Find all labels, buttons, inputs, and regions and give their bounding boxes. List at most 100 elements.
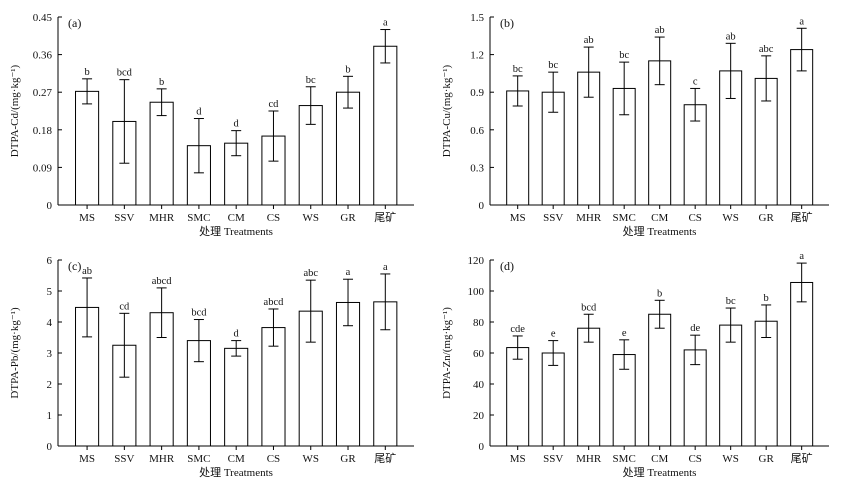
- significance-label: d: [196, 107, 202, 118]
- significance-label: b: [84, 67, 89, 78]
- category-label: SSV: [114, 453, 134, 465]
- category-label: MHR: [576, 453, 602, 465]
- bar: [790, 49, 814, 206]
- category-label: CM: [228, 453, 245, 465]
- significance-label: cd: [269, 99, 280, 110]
- y-tick-label: 0.45: [33, 12, 53, 24]
- significance-label: e: [622, 328, 627, 339]
- category-label: CM: [651, 453, 668, 465]
- significance-label: bcd: [191, 308, 207, 319]
- y-tick-label: 0: [47, 441, 53, 453]
- significance-label: b: [345, 64, 350, 75]
- chart-panel-2: 0 0.3 0.6 0.9 1.2 1.5 DTPA-Cu/(mg·kg⁻¹) (b) bc MS…: [441, 12, 829, 238]
- y-tick-label: 120: [468, 255, 485, 267]
- bar: [335, 91, 361, 206]
- x-axis-title: 处理 Treatments: [199, 466, 273, 479]
- y-tick-label: 2: [47, 379, 53, 391]
- y-axis-title: DTPA-Pb/(mg·kg⁻¹): [9, 307, 21, 399]
- bar: [224, 347, 249, 447]
- category-label: MS: [79, 212, 95, 224]
- significance-label: ab: [82, 266, 92, 277]
- y-tick-label: 6: [47, 255, 53, 267]
- bar: [506, 347, 530, 447]
- x-axis-title: 处理 Treatments: [623, 466, 697, 479]
- y-tick-label: 80: [473, 317, 485, 329]
- category-label: GR: [340, 453, 356, 465]
- y-tick-label: 0.36: [33, 50, 53, 62]
- bar: [373, 45, 398, 206]
- significance-label: abcd: [152, 276, 173, 287]
- significance-label: d: [234, 119, 240, 130]
- y-tick-label: 0: [479, 200, 485, 212]
- category-label: CS: [688, 212, 701, 224]
- bar: [754, 320, 778, 447]
- y-tick-label: 0.18: [33, 125, 53, 137]
- significance-label: bcd: [117, 68, 133, 79]
- category-label: SMC: [613, 453, 636, 465]
- panel-label: (a): [68, 16, 81, 30]
- category-label: SMC: [613, 212, 636, 224]
- category-label: MHR: [576, 212, 602, 224]
- significance-label: bc: [726, 296, 736, 307]
- significance-label: b: [657, 288, 662, 299]
- significance-label: cd: [119, 301, 130, 312]
- significance-label: a: [799, 16, 804, 27]
- significance-label: bc: [513, 64, 523, 75]
- y-axis-title: DTPA-Cu/(mg·kg⁻¹): [441, 64, 453, 157]
- y-tick-label: 0.9: [470, 87, 484, 99]
- y-tick-label: 0.6: [470, 125, 484, 137]
- y-tick-label: 60: [473, 348, 485, 360]
- category-label: CS: [267, 212, 280, 224]
- significance-label: a: [346, 267, 351, 278]
- category-label: WS: [302, 212, 319, 224]
- category-label: 尾矿: [374, 211, 396, 224]
- significance-label: a: [799, 251, 804, 262]
- category-label: CM: [228, 212, 245, 224]
- significance-label: a: [383, 262, 388, 273]
- category-label: MS: [79, 453, 95, 465]
- category-label: MHR: [149, 212, 175, 224]
- significance-label: b: [159, 77, 164, 88]
- significance-label: cde: [510, 324, 525, 335]
- category-label: MHR: [149, 453, 175, 465]
- y-tick-label: 0.09: [33, 162, 53, 174]
- category-label: SSV: [114, 212, 134, 224]
- significance-label: c: [693, 76, 698, 87]
- y-axis-title: DTPA-Cd/(mg·kg⁻¹): [9, 64, 21, 157]
- bar: [75, 90, 100, 206]
- category-label: MS: [510, 453, 526, 465]
- category-label: 尾矿: [374, 452, 396, 465]
- category-label: GR: [759, 212, 775, 224]
- y-tick-label: 4: [47, 317, 53, 329]
- panel-label: (b): [500, 16, 514, 30]
- significance-label: abcd: [264, 297, 285, 308]
- y-tick-label: 1.2: [470, 50, 484, 62]
- y-axis-title: DTPA-Zn/(mg·kg⁻¹): [441, 307, 453, 399]
- chart-panel-1: 0 0.09 0.18 0.27 0.36 0.45 DTPA-Cd/(mg·kg⁻¹) (a…: [9, 12, 414, 238]
- category-label: GR: [759, 453, 775, 465]
- y-tick-label: 1: [47, 410, 53, 422]
- significance-label: a: [383, 18, 388, 29]
- category-label: WS: [302, 453, 319, 465]
- significance-label: d: [234, 329, 240, 340]
- category-label: SSV: [543, 453, 563, 465]
- y-tick-label: 5: [47, 286, 53, 298]
- significance-label: b: [764, 293, 769, 304]
- y-tick-label: 1.5: [470, 12, 484, 24]
- category-label: 尾矿: [791, 452, 813, 465]
- y-tick-label: 3: [47, 348, 53, 360]
- category-label: CM: [651, 212, 668, 224]
- significance-label: e: [551, 329, 556, 340]
- y-tick-label: 40: [473, 379, 485, 391]
- panel-label: (d): [500, 259, 514, 273]
- significance-label: ab: [726, 31, 736, 42]
- significance-label: ab: [584, 35, 594, 46]
- category-label: GR: [340, 212, 356, 224]
- category-label: WS: [722, 453, 739, 465]
- significance-label: bc: [619, 50, 629, 61]
- category-label: WS: [722, 212, 739, 224]
- y-tick-label: 0: [47, 200, 53, 212]
- x-axis-title: 处理 Treatments: [199, 225, 273, 238]
